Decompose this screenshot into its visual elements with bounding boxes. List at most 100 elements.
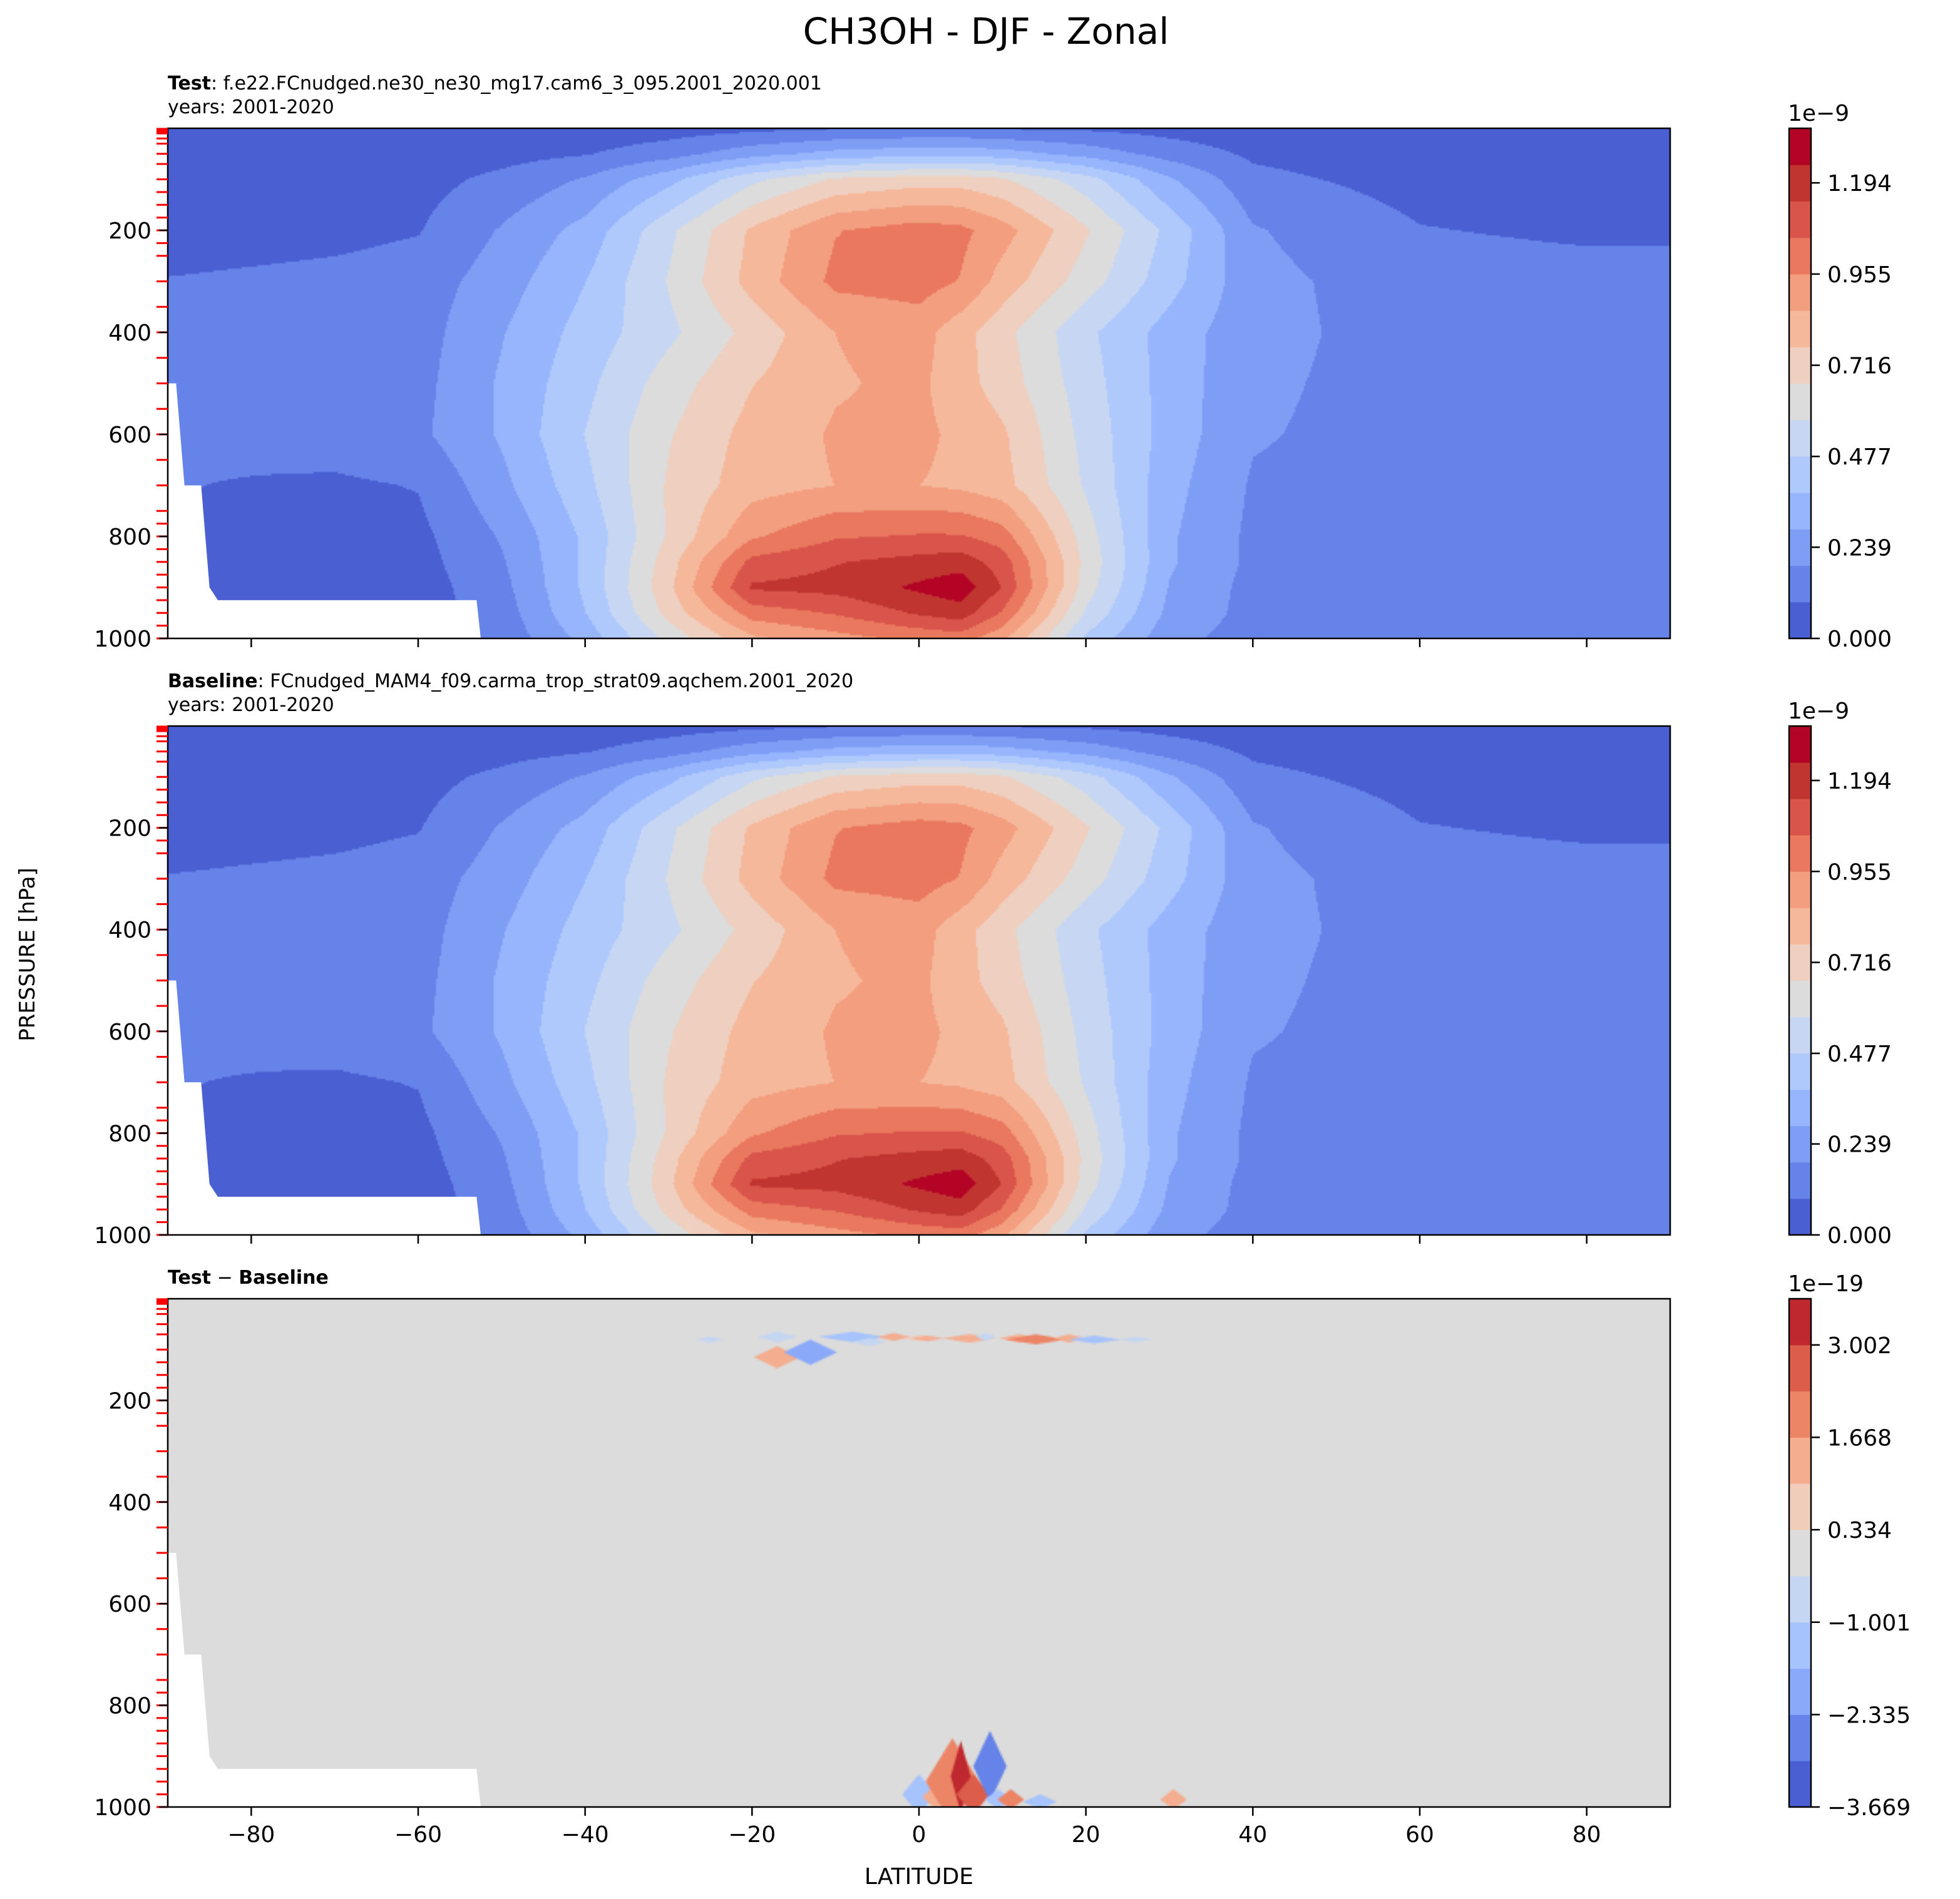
colorbar-segment [1789, 1437, 1811, 1484]
colorbar-exponent: 1e−9 [1788, 101, 1849, 126]
colorbar-frame [1788, 1298, 1812, 1808]
colorbar-segment [1789, 1162, 1811, 1199]
y-tick-label: 600 [108, 1592, 151, 1617]
colorbar-segment [1789, 1344, 1811, 1392]
colorbar-segment [1789, 1053, 1811, 1090]
colorbar-segment [1789, 601, 1811, 639]
panels: Test: f.e22.FCnudged.ne30_ne30_mg17.cam6… [94, 73, 1911, 1848]
colorbar-segment [1789, 1016, 1811, 1054]
colorbar-segment [1789, 1391, 1811, 1438]
colorbar-tick-label: −1.001 [1827, 1610, 1911, 1636]
colorbar-tick-label: 0.239 [1827, 535, 1892, 561]
colorbar-segment [1789, 456, 1811, 493]
y-tick-label: 1000 [94, 1223, 151, 1249]
y-tick-label: 1000 [94, 1795, 151, 1821]
colorbar-segment [1789, 799, 1811, 836]
colorbar-tick-label: 1.668 [1827, 1425, 1892, 1451]
colorbar-segment [1789, 1714, 1811, 1761]
colorbar-segment [1789, 165, 1811, 202]
panel-label-text: : f.e22.FCnudged.ne30_ne30_mg17.cam6_3_0… [211, 73, 822, 95]
colorbar-tick-label: 0.334 [1827, 1518, 1892, 1543]
colorbar-segment [1789, 835, 1811, 872]
colorbar-segment [1789, 310, 1811, 347]
colorbar-tick-label: 1.194 [1827, 171, 1892, 197]
terrain-mask-test [168, 383, 481, 638]
y-tick-label: 600 [108, 1020, 151, 1045]
colorbar-segment [1789, 493, 1811, 530]
colorbar-segment [1789, 1299, 1811, 1346]
colorbar-diff: −3.669 −2.335 −1.001 0.334 1.668 3.002 1e−19 [1788, 1271, 1911, 1821]
colorbar-tick-label: 0.477 [1827, 444, 1892, 470]
panel-label-bold: Test [168, 73, 211, 95]
x-tick-label: −20 [728, 1822, 776, 1848]
colorbar-tick-label: 0.000 [1827, 627, 1892, 652]
colorbar-segment [1789, 383, 1811, 421]
colorbar-tick-label: 1.194 [1827, 769, 1892, 794]
x-tick-label: 80 [1573, 1822, 1601, 1848]
y-axis-label: PRESSURE [hPa] [15, 868, 40, 1041]
colorbar-segment [1789, 980, 1811, 1018]
colorbar-tick-label: 0.955 [1827, 859, 1892, 885]
x-tick-label: −40 [562, 1822, 609, 1848]
colorbar-segment [1789, 1761, 1811, 1808]
colorbar-segment [1789, 237, 1811, 275]
colorbar-segment [1789, 944, 1811, 981]
colorbar-segment [1789, 726, 1811, 763]
colorbar-tick-label: 0.955 [1827, 262, 1892, 288]
colorbar-tick-label: 0.000 [1827, 1223, 1892, 1249]
panel-label-test: Test: f.e22.FCnudged.ne30_ne30_mg17.cam6… [168, 73, 822, 95]
panel-label-sep: − [211, 1267, 239, 1289]
panel-label-bold: Test [168, 1267, 211, 1289]
y-tick-label: 400 [108, 1490, 151, 1516]
panel-label-bold: Baseline [168, 670, 258, 692]
y-tick-label: 800 [108, 1694, 151, 1719]
colorbar-segment [1789, 128, 1811, 165]
x-tick-label: 40 [1238, 1822, 1267, 1848]
colorbar-segment [1789, 908, 1811, 944]
colorbar-segment [1789, 1575, 1811, 1623]
y-tick-label: 200 [108, 816, 151, 842]
panel-baseline: Baseline: FCnudged_MAM4_f09.carma_trop_s… [94, 670, 1892, 1249]
panel-label-diff: Test − Baseline [168, 1267, 329, 1289]
colorbar-segment [1789, 762, 1811, 799]
colorbar-tick-label: 0.239 [1827, 1132, 1892, 1158]
y-tick-label: 1000 [94, 627, 151, 652]
figure-title: CH3OH - DJF - Zonal [803, 10, 1169, 53]
colorbar-tick-label: −3.669 [1827, 1795, 1911, 1821]
colorbar-segment [1789, 274, 1811, 311]
x-tick-label: −80 [227, 1822, 275, 1848]
colorbar-segment [1789, 1668, 1811, 1715]
y-tick-label: 600 [108, 422, 151, 448]
colorbar-tick-label: −2.335 [1827, 1702, 1911, 1728]
x-tick-label: 20 [1072, 1822, 1101, 1848]
colorbar-tick-label: 0.716 [1827, 354, 1892, 379]
colorbar-segment [1789, 1622, 1811, 1669]
y-tick-label: 200 [108, 1388, 151, 1414]
panel-label-bold2: Baseline [239, 1267, 329, 1289]
panel-years-baseline: years: 2001-2020 [168, 694, 334, 716]
colorbar-tick-label: 0.716 [1827, 951, 1892, 976]
terrain-mask-baseline [168, 980, 481, 1235]
colorbar-tick-label: 3.002 [1827, 1333, 1892, 1359]
contour-field-baseline [168, 726, 1670, 1235]
contour-field-diff [168, 1299, 1670, 1807]
x-tick-label: 60 [1405, 1822, 1434, 1848]
panel-years-test: years: 2001-2020 [168, 96, 334, 118]
colorbar-exponent: 1e−9 [1788, 699, 1849, 724]
colorbar-segment [1789, 347, 1811, 384]
colorbar-exponent: 1e−19 [1788, 1271, 1864, 1297]
y-tick-label: 200 [108, 218, 151, 244]
colorbar-segment [1789, 565, 1811, 603]
y-tick-label: 400 [108, 320, 151, 346]
terrain-mask-diff [168, 1553, 481, 1807]
colorbar-segment [1789, 1483, 1811, 1530]
x-tick-label: −60 [394, 1822, 442, 1848]
x-tick-label: 0 [912, 1822, 926, 1848]
y-tick-label: 800 [108, 1121, 151, 1147]
colorbar-segment [1789, 1125, 1811, 1163]
colorbar-baseline: 0.000 0.239 0.477 0.716 0.955 1.194 1e−9 [1788, 699, 1892, 1249]
y-tick-label: 400 [108, 918, 151, 943]
colorbar-frame [1788, 725, 1812, 1236]
